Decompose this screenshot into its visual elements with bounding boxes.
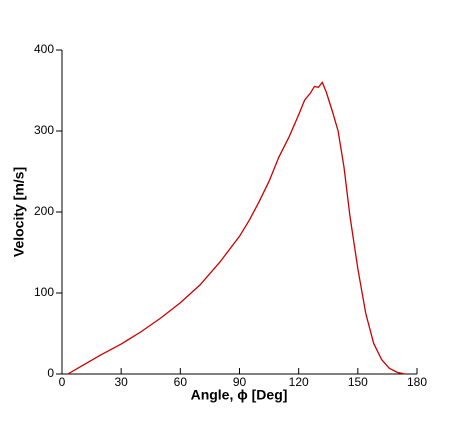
y-tick-label: 400 bbox=[34, 42, 54, 56]
y-tick-label: 200 bbox=[34, 204, 54, 218]
x-tick-label: 0 bbox=[59, 375, 66, 389]
y-tick-label: 0 bbox=[47, 366, 54, 380]
x-tick-label: 120 bbox=[289, 375, 309, 389]
y-axis-label: Velocity [m/s] bbox=[11, 167, 27, 257]
x-tick-label: 30 bbox=[114, 375, 128, 389]
data-line bbox=[67, 81, 406, 375]
x-tick-label: 150 bbox=[348, 375, 368, 389]
x-tick-label: 180 bbox=[407, 375, 427, 389]
y-tick-label: 100 bbox=[34, 285, 54, 299]
y-tick-label: 300 bbox=[34, 123, 54, 137]
x-tick-label: 90 bbox=[233, 375, 247, 389]
x-axis-label: Angle, ϕ [Deg] bbox=[191, 387, 288, 403]
x-tick-label: 60 bbox=[174, 375, 188, 389]
